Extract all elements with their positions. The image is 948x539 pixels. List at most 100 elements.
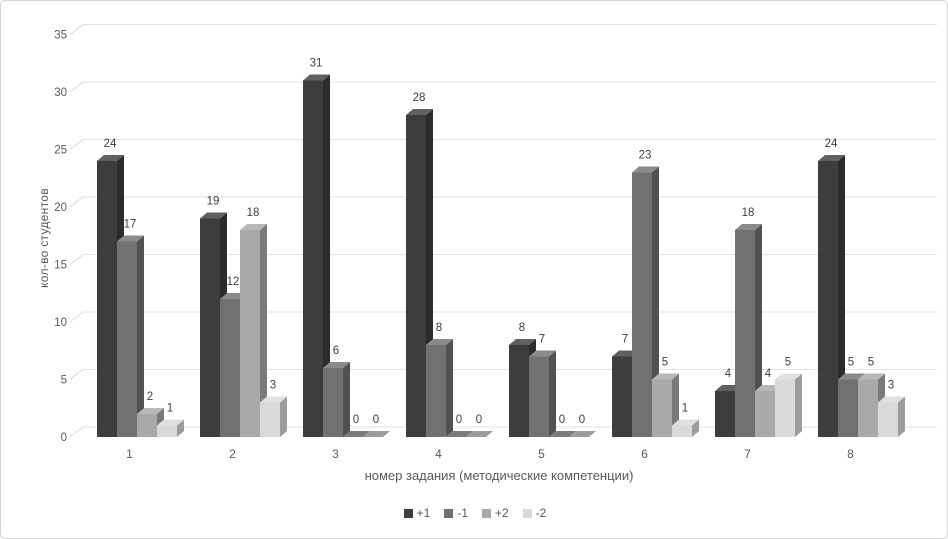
bar-value-label: 0 bbox=[353, 414, 359, 426]
bar-value-label: 18 bbox=[247, 207, 260, 219]
bar-value-label: 0 bbox=[559, 414, 565, 426]
y-axis-title: кол-во студентов bbox=[37, 188, 51, 288]
y-tick-label: 10 bbox=[54, 317, 67, 329]
bar-side-face bbox=[280, 396, 287, 437]
bar-top-face bbox=[157, 419, 184, 426]
bar bbox=[220, 299, 240, 437]
bar-value-label: 0 bbox=[579, 414, 585, 426]
bar-top-face bbox=[632, 166, 659, 173]
bar-top-face bbox=[137, 408, 164, 414]
bar bbox=[818, 161, 838, 437]
bar bbox=[240, 230, 260, 437]
bar-top-face bbox=[303, 74, 330, 81]
bar-value-label: 4 bbox=[765, 368, 772, 380]
x-category-label: 5 bbox=[538, 447, 545, 461]
legend-label: -2 bbox=[535, 506, 547, 520]
bar bbox=[672, 425, 692, 437]
bar-value-label: 5 bbox=[848, 357, 854, 369]
bar-side-face bbox=[177, 419, 184, 437]
bar-value-label: 24 bbox=[104, 138, 117, 150]
x-axis-title: номер задания (методические компетенции) bbox=[364, 468, 634, 483]
legend-swatch-icon bbox=[403, 508, 413, 518]
bar-top-face bbox=[343, 431, 370, 437]
bar-value-label: 19 bbox=[207, 196, 220, 208]
bar-top-face bbox=[838, 373, 865, 380]
bar-value-label: 31 bbox=[310, 58, 323, 70]
y-tick-mark bbox=[69, 369, 84, 380]
bar-value-label: 6 bbox=[333, 345, 339, 357]
bar bbox=[426, 345, 446, 437]
y-tick-mark bbox=[69, 24, 84, 35]
bar-top-face bbox=[858, 373, 885, 380]
legend-swatch-icon bbox=[522, 508, 532, 518]
bar-value-label: 23 bbox=[639, 150, 652, 162]
bar-side-face bbox=[137, 235, 144, 437]
bar-value-label: 4 bbox=[725, 368, 732, 380]
bar-value-label: 5 bbox=[868, 357, 874, 369]
bar-value-label: 5 bbox=[662, 357, 668, 369]
y-tick-mark bbox=[69, 81, 84, 93]
bar-side-face bbox=[755, 224, 762, 437]
legend-item: -1 bbox=[444, 506, 468, 520]
bar-value-label: 8 bbox=[519, 322, 525, 334]
bar-value-label: 2 bbox=[147, 391, 153, 403]
y-tick-label: 20 bbox=[54, 202, 67, 214]
bar bbox=[323, 368, 343, 437]
bar-value-label: 7 bbox=[622, 334, 628, 346]
bar-value-label: 0 bbox=[456, 414, 462, 426]
bar-value-label: 24 bbox=[825, 138, 838, 150]
bar-side-face bbox=[343, 362, 350, 437]
legend-item: +1 bbox=[403, 506, 431, 520]
bar-top-face bbox=[466, 431, 493, 437]
bar-top-face bbox=[672, 419, 699, 426]
bar-side-face bbox=[795, 373, 802, 437]
bar-top-face bbox=[240, 224, 267, 230]
x-category-label: 3 bbox=[332, 447, 339, 461]
y-tick-mark bbox=[69, 254, 84, 265]
x-category-label: 2 bbox=[229, 447, 236, 461]
bar bbox=[632, 172, 652, 437]
bar-side-face bbox=[898, 396, 905, 437]
legend-label: +2 bbox=[495, 506, 509, 520]
x-category-label: 4 bbox=[435, 447, 442, 461]
bar-top-face bbox=[529, 350, 556, 357]
bar bbox=[137, 414, 157, 437]
bar-value-label: 18 bbox=[742, 207, 755, 219]
x-category-label: 8 bbox=[847, 447, 854, 461]
legend-label: +1 bbox=[416, 506, 431, 520]
bar-top-face bbox=[775, 373, 802, 380]
bar-value-label: 28 bbox=[413, 92, 426, 104]
bar-value-label: 3 bbox=[888, 380, 894, 392]
bar-value-label: 0 bbox=[373, 414, 379, 426]
bar-top-face bbox=[426, 339, 453, 345]
bar-top-face bbox=[652, 373, 679, 380]
bar-value-label: 3 bbox=[270, 380, 276, 392]
legend-label: -1 bbox=[457, 506, 468, 520]
bar-top-face bbox=[446, 431, 473, 437]
bar-top-face bbox=[260, 396, 287, 403]
bar bbox=[303, 80, 323, 437]
bar-value-label: 17 bbox=[124, 219, 137, 231]
y-tick-mark bbox=[69, 426, 84, 438]
x-category-label: 6 bbox=[641, 447, 648, 461]
bar-value-label: 8 bbox=[436, 322, 442, 334]
bar bbox=[715, 391, 735, 437]
bar-top-face bbox=[117, 235, 144, 242]
bar-side-face bbox=[260, 224, 267, 437]
bar bbox=[529, 356, 549, 437]
bar bbox=[97, 161, 117, 437]
y-tick-mark bbox=[69, 196, 84, 208]
bar-top-face bbox=[200, 212, 227, 219]
bar-side-face bbox=[549, 350, 556, 437]
bar bbox=[200, 218, 220, 437]
bar-top-face bbox=[363, 431, 390, 437]
legend-swatch-icon bbox=[482, 508, 491, 518]
legend-item: -2 bbox=[522, 506, 547, 520]
bar bbox=[775, 379, 795, 437]
legend-swatch-icon bbox=[444, 508, 454, 518]
bar-side-face bbox=[652, 166, 659, 437]
y-tick-label: 25 bbox=[54, 145, 67, 157]
bar-top-face bbox=[735, 224, 762, 230]
